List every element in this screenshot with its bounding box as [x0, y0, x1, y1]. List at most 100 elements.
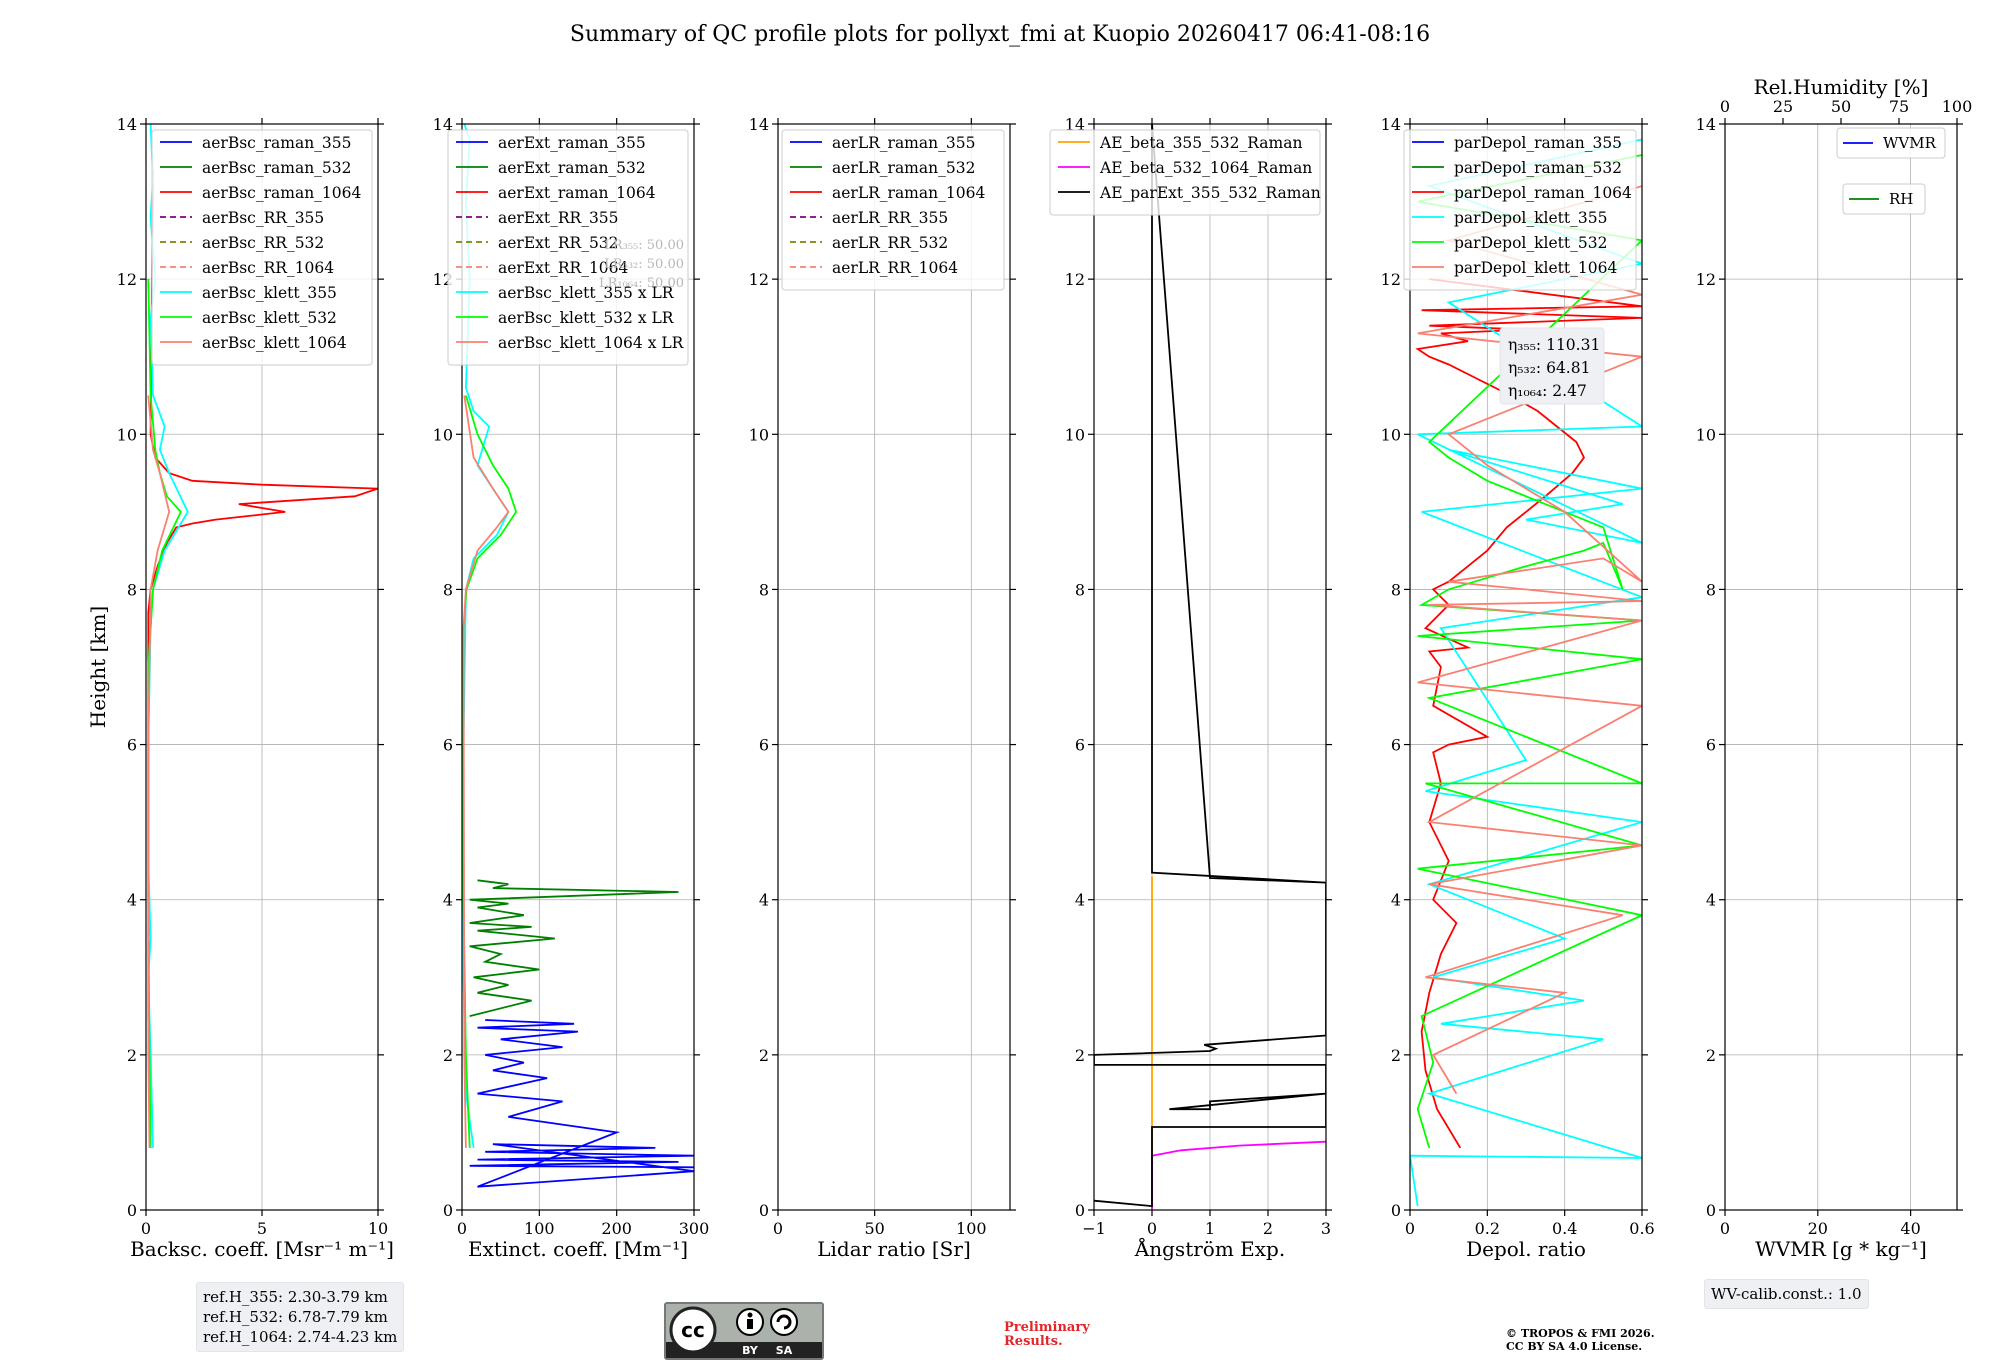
series-line-pardepol-klett-1064	[1417, 185, 1642, 1095]
y-tick-label: 10	[1381, 425, 1401, 444]
svg-text:cc: cc	[681, 1318, 705, 1342]
y-tick-label: 2	[1075, 1046, 1085, 1065]
y-tick-label: 6	[759, 736, 769, 755]
y-tick-label: 14	[749, 115, 769, 134]
y-tick-label: 12	[1696, 270, 1716, 289]
y-tick-label: 12	[117, 270, 137, 289]
legend-label-aerlr-rr-355: aerLR_RR_355	[832, 209, 948, 227]
x-tick-label: 3	[1321, 1219, 1331, 1238]
y-tick-label: 10	[1065, 425, 1085, 444]
y-tick-label: 2	[127, 1046, 137, 1065]
y-tick-label: 14	[433, 115, 453, 134]
y-tick-label: 8	[759, 580, 769, 599]
legend: parDepol_raman_355 parDepol_raman_532 parD…	[1403, 129, 1637, 291]
y-tick-label: 10	[1696, 425, 1716, 444]
x-tick-label: 200	[601, 1219, 632, 1238]
top-axis-label: Rel.Humidity [%]	[1754, 75, 1929, 99]
ref-height-1064: ref.H_1064: 2.74-4.23 km	[203, 1328, 398, 1346]
legend-label-aerlr-raman-532: aerLR_raman_532	[832, 159, 975, 177]
series-line-pardepol-klett-355	[1410, 138, 1642, 1207]
top-axis-tick-label: 75	[1889, 97, 1909, 116]
x-tick-label: 20	[1808, 1219, 1828, 1238]
top-axis-tick-label: 50	[1831, 97, 1851, 116]
axes-frame	[777, 123, 1011, 1211]
legend-label-pardepol-klett-1064: parDepol_klett_1064	[1454, 259, 1617, 277]
legend-label-aerbsc-rr-355: aerBsc_RR_355	[202, 209, 324, 227]
legend-label-pardepol-klett-532: parDepol_klett_532	[1454, 234, 1607, 252]
legend: aerLR_raman_355 aerLR_raman_532 aerLR_rama…	[781, 129, 1005, 291]
legend-label-ae-beta-355-532-raman: AE_beta_355_532_Raman	[1099, 134, 1302, 152]
legend-box	[1836, 127, 1946, 159]
x-tick-label: 0.2	[1475, 1219, 1500, 1238]
x-tick-label: 100	[524, 1219, 555, 1238]
y-tick-label: 10	[749, 425, 769, 444]
y-tick-label: 14	[1065, 115, 1085, 134]
eta-label: η₅₃₂: 64.81	[1508, 359, 1590, 377]
y-tick-label: 0	[443, 1201, 453, 1220]
y-axis-label: Height [km]	[86, 606, 110, 728]
legend: WVMR RH	[1836, 127, 1946, 215]
x-tick-label: 10	[368, 1219, 388, 1238]
y-tick-label: 14	[1381, 115, 1401, 134]
legend-label-aerext-raman-1064: aerExt_raman_1064	[498, 184, 656, 202]
x-axis-label: Ångström Exp.	[1134, 1236, 1285, 1261]
cc-sa-share-icon	[770, 1308, 798, 1336]
y-tick-label: 6	[1075, 736, 1085, 755]
top-axis-tick-label: 0	[1720, 97, 1730, 116]
y-tick-label: 8	[1706, 580, 1716, 599]
preliminary-line-2: Results.	[1004, 1334, 1063, 1349]
lidar-ratio-note: LR₃₅₅: 50.00	[604, 238, 684, 253]
legend-label-aerbsc-klett-1064: aerBsc_klett_1064	[202, 334, 347, 352]
reference-height-box: ref.H_355: 2.30-3.79 km ref.H_532: 6.78-…	[196, 1282, 405, 1352]
y-tick-label: 0	[1706, 1201, 1716, 1220]
y-tick-label: 10	[433, 425, 453, 444]
legend-label-ae-parext-355-532-raman: AE_parExt_355_532_Raman	[1099, 184, 1321, 202]
series-line-aerext-raman-355	[469, 1019, 694, 1188]
legend-label-aerbsc-klett-532: aerBsc_klett_532	[202, 309, 337, 327]
x-tick-label: 0	[141, 1219, 151, 1238]
legend-label-aerbsc-raman-1064: aerBsc_raman_1064	[202, 184, 362, 202]
legend-box	[1842, 183, 1926, 215]
legend-box	[447, 129, 689, 366]
legend-label-aerbsc-raman-532: aerBsc_raman_532	[202, 159, 352, 177]
copyright-note: © TROPOS & FMI 2026. CC BY SA 4.0 Licens…	[1506, 1327, 1655, 1353]
panel-backscatter: 0 5 10 0 2 4 6 8 10 12 14 Backsc. coeff. [Msr⁻¹ m⁻¹…	[117, 115, 394, 1261]
legend-label-aerbsc-klett-1064-x-lr: aerBsc_klett_1064 x LR	[498, 334, 685, 352]
legend-label-aerbsc-rr-532: aerBsc_RR_532	[202, 234, 324, 252]
y-tick-label: 14	[117, 115, 137, 134]
legend-label-aerlr-raman-355: aerLR_raman_355	[832, 134, 975, 152]
wv-calibration-box: WV-calib.const.: 1.0	[1704, 1279, 1869, 1309]
legend-label-aerbsc-klett-355-x-lr: aerBsc_klett_355 x LR	[498, 284, 675, 302]
cc-by-label: BY	[742, 1344, 759, 1357]
lidar-ratio-note: LR₅₃₂: 50.00	[604, 257, 684, 272]
preliminary-note: Preliminary Results.	[1004, 1321, 1090, 1349]
legend-label-aerext-rr-355: aerExt_RR_355	[498, 209, 619, 227]
axes-frame	[461, 123, 695, 1211]
y-tick-label: 2	[1391, 1046, 1401, 1065]
y-tick-label: 12	[1381, 270, 1401, 289]
y-tick-label: 8	[443, 580, 453, 599]
x-tick-label: −1	[1082, 1219, 1106, 1238]
y-tick-label: 0	[1075, 1201, 1085, 1220]
figure-title: Summary of QC profile plots for pollyxt_…	[569, 22, 1431, 47]
series-line-aerbsc-klett-1064-x-lr	[462, 395, 510, 1148]
series-line-aerext-raman-532	[469, 879, 679, 1017]
ref-height-355: ref.H_355: 2.30-3.79 km	[203, 1288, 388, 1306]
y-tick-label: 10	[117, 425, 137, 444]
copyright-line-2: CC BY SA 4.0 License.	[1506, 1340, 1643, 1353]
legend-label-aerlr-rr-532: aerLR_RR_532	[832, 234, 948, 252]
x-axis-label: Backsc. coeff. [Msr⁻¹ m⁻¹]	[130, 1237, 394, 1261]
legend-label-aerlr-rr-1064: aerLR_RR_1064	[832, 259, 958, 277]
x-tick-label: 100	[956, 1219, 987, 1238]
x-tick-label: 1	[1205, 1219, 1215, 1238]
x-tick-label: 5	[257, 1219, 267, 1238]
x-axis-label: Lidar ratio [Sr]	[817, 1237, 971, 1261]
legend-label-aerext-rr-532: aerExt_RR_532	[498, 234, 619, 252]
x-axis-label: Extinct. coeff. [Mm⁻¹]	[468, 1237, 688, 1261]
lidar-ratio-note: LR₁₀₆₄: 50.00	[599, 276, 684, 291]
top-axis-tick-label: 25	[1773, 97, 1793, 116]
legend-label-aerext-raman-355: aerExt_raman_355	[498, 134, 646, 152]
x-tick-label: 2	[1263, 1219, 1273, 1238]
legend-box	[1403, 129, 1637, 291]
